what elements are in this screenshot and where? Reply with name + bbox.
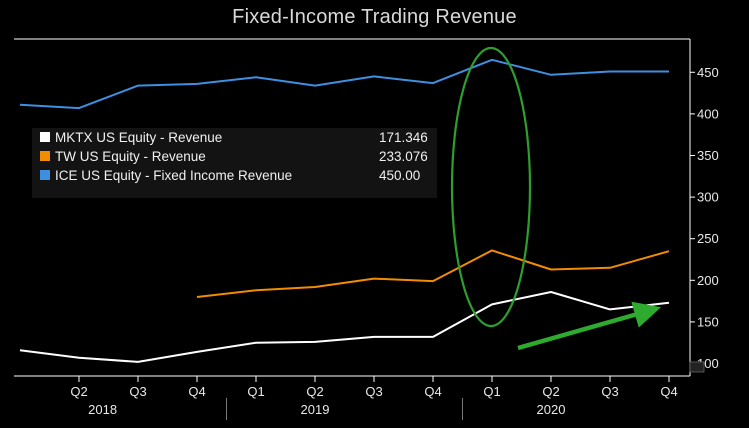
series-line [196,249,670,298]
legend-swatch [40,170,50,180]
x-tick-label: Q2 [542,384,559,399]
y-tick-label: 400 [697,106,719,121]
x-axis-ticks: Q2 Q3 Q4 Q1 Q2 Q3 Q4 Q1 Q2 Q3 Q4 2018 2019 2020 [70,376,678,420]
chart-title: Fixed-Income Trading Revenue [232,6,517,28]
x-tick-label: Q3 [365,384,382,399]
x-tick-label: Q2 [70,384,87,399]
y-tick-label: 350 [697,148,719,163]
series-line [19,291,670,363]
y-tick-label: 450 [697,65,719,80]
x-tick-label: Q1 [483,384,500,399]
series-lines [19,58,670,363]
legend-label: TW US Equity - Revenue [55,149,206,164]
legend-value: 450.00 [379,168,420,183]
legend-swatch [40,132,50,142]
x-tick-label: Q4 [660,384,677,399]
y-tick-label: 250 [697,231,719,246]
year-label: 2020 [537,402,566,417]
x-tick-label: Q3 [129,384,146,399]
x-tick-label: Q4 [424,384,441,399]
x-tick-label: Q2 [306,384,323,399]
x-tick-label: Q3 [601,384,618,399]
y-tick-label: 150 [697,314,719,329]
legend-value: 171.346 [379,130,428,145]
legend-label: MKTX US Equity - Revenue [55,130,222,145]
series-line [19,58,669,110]
highlight-ellipse [450,46,532,328]
y-tick-label: 300 [697,190,719,205]
legend-background [32,128,437,198]
x-tick-label: Q4 [188,384,205,399]
legend-label: ICE US Equity - Fixed Income Revenue [55,168,292,183]
legend-swatch [40,151,50,161]
x-tick-label: Q1 [247,384,264,399]
trend-arrow [517,301,661,351]
scroll-control[interactable] [689,361,705,373]
year-label: 2019 [301,402,330,417]
legend: MKTX US Equity - Revenue 171.346 TW US Equ… [32,128,437,198]
year-label: 2018 [88,402,117,417]
legend-value: 233.076 [379,149,428,164]
y-tick-label: 200 [697,273,719,288]
